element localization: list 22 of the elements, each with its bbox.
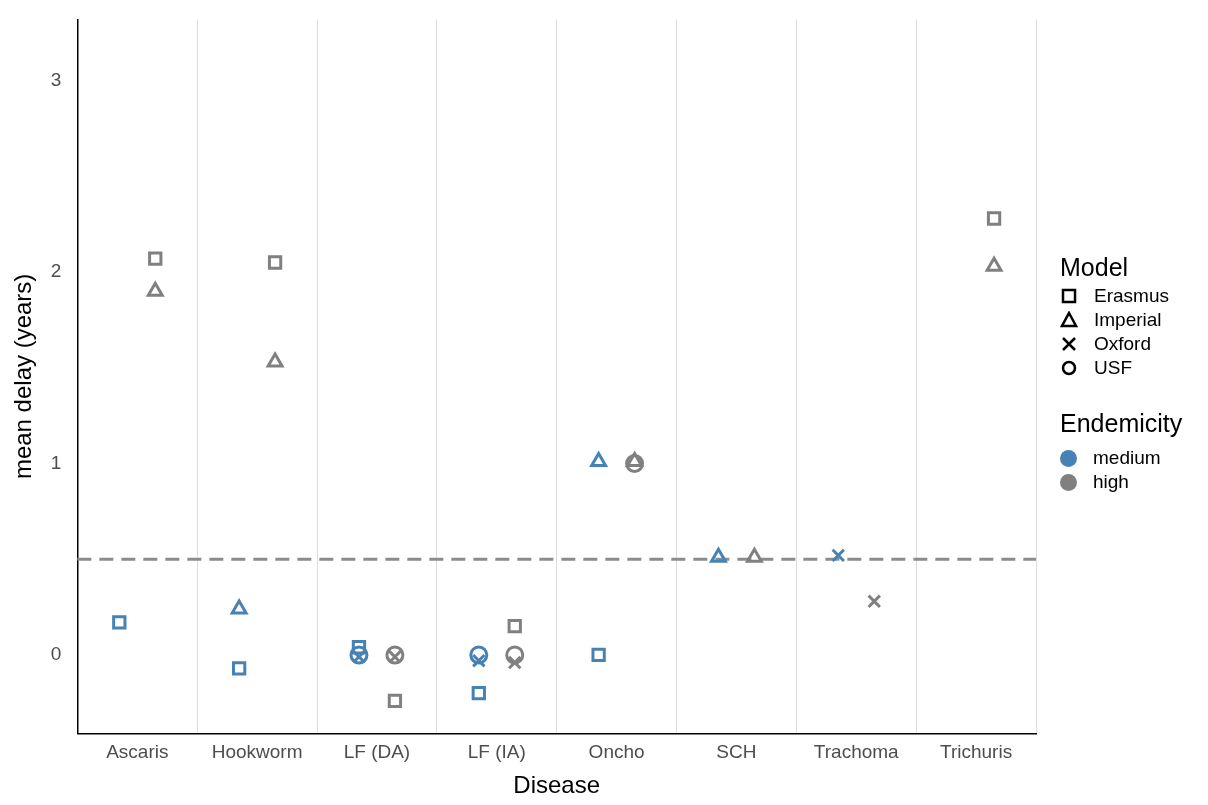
x-tick-label: Oncho [588, 741, 645, 763]
y-tick-label: 1 [50, 451, 62, 473]
text: Oxford [1094, 332, 1152, 356]
text: Erasmus [1094, 284, 1169, 308]
x-tick-label: Trichuris [940, 741, 1013, 763]
legend-label: high [1093, 470, 1129, 494]
legend-label: medium [1093, 446, 1161, 470]
legend-title: Endemicity [1060, 408, 1183, 439]
y-axis-title: mean delay (years) [9, 273, 37, 480]
x-tick-label: LF (IA) [467, 741, 526, 763]
y-tick-label: 0 [50, 643, 62, 665]
y-tick-label: 3 [50, 68, 62, 90]
x-tick-label: SCH [716, 741, 757, 763]
x-tick-label: LF (DA) [343, 741, 411, 763]
x-tick-label: Trachoma [813, 741, 900, 763]
text: Model [1060, 252, 1130, 283]
text: USF [1094, 356, 1132, 380]
y-tick-label: 2 [50, 260, 62, 282]
text: Imperial [1094, 308, 1162, 332]
x-tick-label: Hookworm [211, 741, 303, 763]
x-tick-label: Ascaris [106, 741, 169, 763]
x-axis-title: Disease [513, 771, 601, 799]
